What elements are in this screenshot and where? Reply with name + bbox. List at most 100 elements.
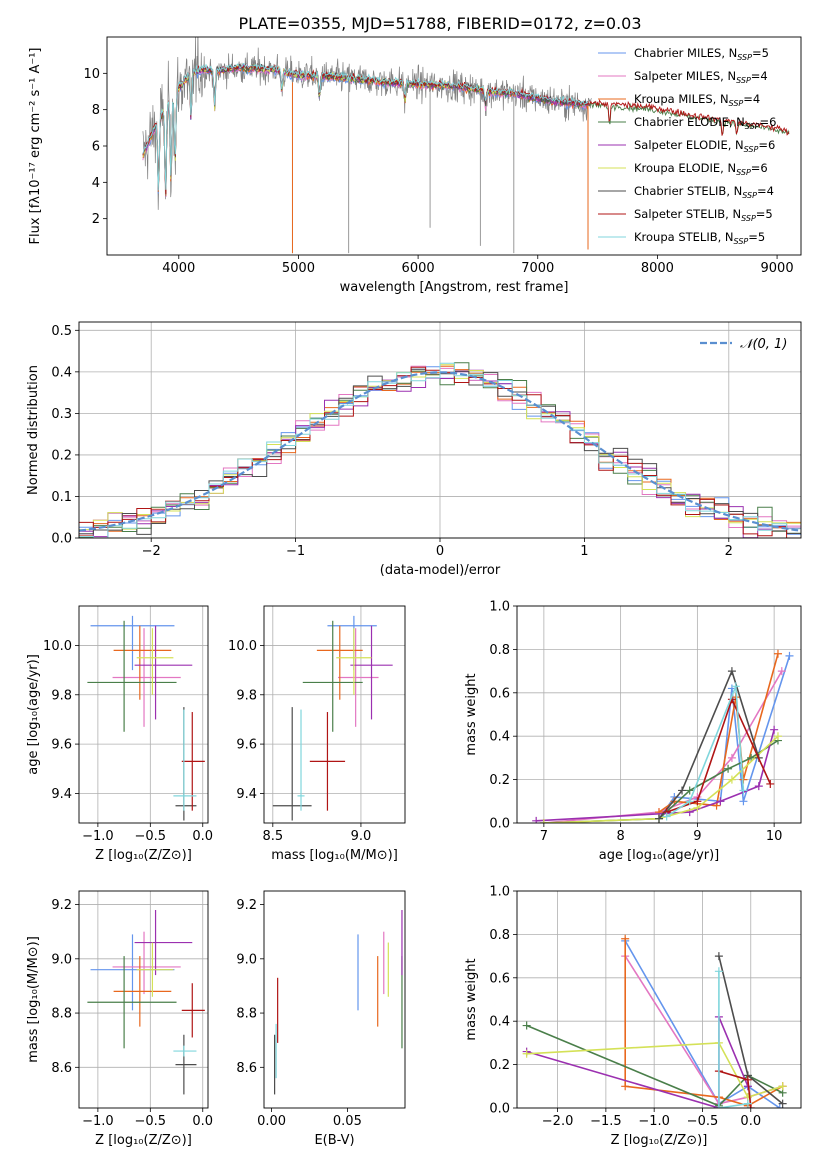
x-tick-label: 0.00 xyxy=(257,1114,286,1129)
plot-area xyxy=(272,615,393,821)
y-tick-label: 0.4 xyxy=(489,730,510,745)
legend-entry-count: =5 xyxy=(748,230,765,244)
weight-line xyxy=(658,653,779,813)
weight-vs-age-panel: 7 8 9 10 0.0 0.2 0.4 0.6 0.8 1.0 age [log₁₀(age/yr… xyxy=(464,600,802,863)
weight-marker xyxy=(724,764,733,773)
y-tick-label: 8.6 xyxy=(236,1061,257,1076)
legend-entry: Chabrier MILES, NSSP=5 xyxy=(634,46,769,62)
x-tick-label: 9 xyxy=(693,829,701,844)
y-axis-label: Flux [fλ10⁻¹⁷ erg cm⁻² s⁻¹ A⁻¹] xyxy=(28,48,43,245)
plot-area xyxy=(87,615,205,821)
weight-line xyxy=(526,1042,783,1099)
age-vs-mass-panel: 8.5 9.0 9.4 9.6 9.8 10.0 mass [log₁₀(M/M⊙)] xyxy=(228,605,406,863)
weight-marker xyxy=(727,775,736,784)
y-tick-label: 8.8 xyxy=(236,1007,257,1022)
axes-frame xyxy=(263,890,406,1109)
x-axis-label: Z [log₁₀(Z/Z⊙)] xyxy=(95,1133,192,1148)
axes-frame xyxy=(263,605,406,824)
y-tick-label: 0.8 xyxy=(489,928,510,943)
x-axis-label: Z [log₁₀(Z/Z⊙)] xyxy=(611,1133,708,1148)
x-tick-label: 8 xyxy=(616,829,624,844)
x-tick-label: 0.0 xyxy=(192,1114,213,1129)
y-axis-label: mass [log₁₀(M/M⊙)] xyxy=(26,936,41,1063)
y-tick-label: 0.8 xyxy=(489,643,510,658)
y-tick-label: 8.8 xyxy=(51,1007,72,1022)
weight-marker xyxy=(743,1075,752,1084)
x-tick-label: 9.0 xyxy=(351,829,372,844)
x-tick-label: 10 xyxy=(766,829,783,844)
x-tick-label: 8000 xyxy=(641,261,674,276)
legend-entry-subscript: SSP xyxy=(736,168,751,177)
weight-marker xyxy=(731,682,740,691)
spectrum-panel: 4000 5000 6000 7000 8000 9000 2 4 6 8 10 wavelength… xyxy=(28,36,802,295)
age-vs-metallicity-panel: −1.0 −0.5 0.0 9.4 9.6 9.8 10.0 Z [log₁₀(Z/Z⊙)] a… xyxy=(26,605,213,863)
y-tick-label: 0.4 xyxy=(489,1015,510,1030)
x-axis-label: mass [log₁₀(M/M⊙)] xyxy=(271,848,398,863)
weight-marker xyxy=(778,1082,787,1091)
weight-line xyxy=(536,729,775,822)
weight-line xyxy=(658,655,791,820)
y-tick-label: 0.5 xyxy=(51,324,72,339)
y-tick-label: 0.4 xyxy=(51,365,72,380)
axes-frame xyxy=(516,890,802,1109)
x-axis-label: wavelength [Angstrom, rest frame] xyxy=(340,280,569,295)
legend-entry: Kroupa MILES, NSSP=4 xyxy=(634,92,760,108)
legend-entry-name: Salpeter MILES, N xyxy=(634,69,736,83)
weight-marker xyxy=(785,651,794,660)
y-tick-label: 0.1 xyxy=(51,490,72,505)
y-tick-label: 6 xyxy=(92,140,100,155)
y-tick-label: 0.2 xyxy=(489,773,510,788)
model-spectrum-line xyxy=(142,66,589,197)
legend-entry-subscript: SSP xyxy=(741,214,756,223)
y-axis-label: age [log₁₀(age/yr)] xyxy=(26,654,41,775)
y-tick-label: 4 xyxy=(92,176,100,191)
model-spectrum-line xyxy=(142,62,589,191)
weight-line xyxy=(718,971,749,1108)
legend-entry-subscript: SSP xyxy=(737,53,752,62)
legend-entry-subscript: SSP xyxy=(734,237,749,246)
weight-marker xyxy=(532,816,541,823)
y-tick-label: 2 xyxy=(92,212,100,227)
weight-marker xyxy=(716,797,725,806)
legend-entry-count: =5 xyxy=(752,46,769,60)
legend-entry-count: =4 xyxy=(751,69,768,83)
x-tick-label: 9000 xyxy=(761,261,794,276)
y-tick-label: 9.4 xyxy=(236,787,257,802)
y-tick-label: 0.0 xyxy=(489,817,510,832)
y-tick-label: 10.0 xyxy=(228,639,257,654)
legend-entry-subscript: SSP xyxy=(736,76,751,85)
x-tick-label: −1.5 xyxy=(590,1114,622,1129)
weight-marker xyxy=(655,814,663,823)
weight-marker xyxy=(685,797,694,806)
x-tick-label: 7000 xyxy=(521,261,554,276)
y-tick-label: 10.0 xyxy=(43,639,72,654)
mass-vs-metallicity-panel: −1.0 −0.5 0.0 8.6 8.8 9.0 9.2 Z [log₁₀(Z/Z⊙)] ma… xyxy=(26,890,213,1148)
weight-marker xyxy=(775,1104,784,1108)
grid-lines xyxy=(79,891,208,1108)
legend-entry: Salpeter MILES, NSSP=4 xyxy=(634,69,768,85)
y-axis-label: mass weight xyxy=(464,958,479,1040)
x-axis-label: Z [log₁₀(Z/Z⊙)] xyxy=(95,848,192,863)
plot-area xyxy=(79,362,801,538)
y-tick-label: 0.6 xyxy=(489,686,510,701)
legend-entry-count: =5 xyxy=(756,207,773,221)
weight-marker xyxy=(773,732,782,741)
gaussian-curve xyxy=(79,371,799,532)
legend-entry: Kroupa ELODIE, NSSP=6 xyxy=(634,161,768,177)
x-tick-label: 8.5 xyxy=(262,829,283,844)
legend-entry-name: Salpeter STELIB, N xyxy=(634,207,741,221)
legend-entry-subscript: SSP xyxy=(745,122,760,131)
x-tick-label: 1 xyxy=(580,544,588,559)
weight-line xyxy=(526,1016,749,1108)
weight-line xyxy=(666,686,745,818)
y-tick-label: 9.2 xyxy=(236,898,257,913)
y-tick-label: 9.0 xyxy=(236,952,257,967)
y-tick-label: 0.0 xyxy=(51,532,72,547)
legend-entry-count: =6 xyxy=(751,161,768,175)
y-axis-label: Normed distribution xyxy=(26,365,41,495)
x-tick-label: −1 xyxy=(286,544,305,559)
weight-marker xyxy=(739,797,748,806)
y-tick-label: 8.6 xyxy=(51,1061,72,1076)
grid-lines xyxy=(264,606,405,823)
